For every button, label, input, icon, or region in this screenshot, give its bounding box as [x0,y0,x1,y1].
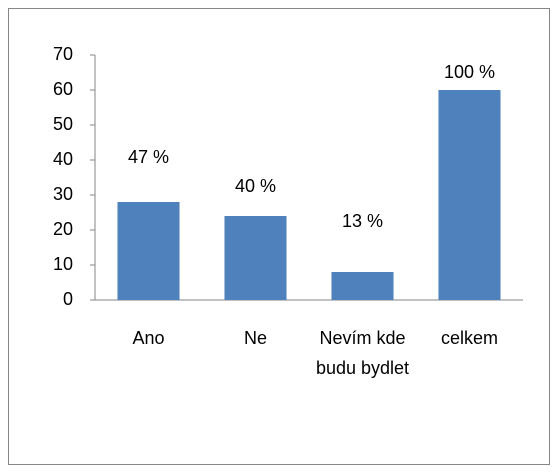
y-tick-label: 10 [53,254,73,274]
x-tick-label: celkem [440,328,498,348]
annotation: 40 % [235,176,276,196]
y-tick-label: 70 [53,44,73,64]
y-tick-label: 40 [53,149,73,169]
annotation: 100 % [444,62,495,82]
annotation: 47 % [128,147,169,167]
bar [117,202,180,300]
x-tick-label: Nevím kde budu bydlet [315,328,410,378]
y-tick-label: 60 [53,79,73,99]
bar [438,90,501,300]
annotation: 13 % [342,211,383,231]
bar [331,272,394,300]
y-tick-label: 20 [53,219,73,239]
y-tick-label: 50 [53,114,73,134]
y-tick-label: 0 [63,289,73,309]
bar [224,216,287,300]
x-tick-label: Ne [243,328,267,348]
x-tick-label: Ano [132,328,165,348]
y-tick-label: 30 [53,184,73,204]
